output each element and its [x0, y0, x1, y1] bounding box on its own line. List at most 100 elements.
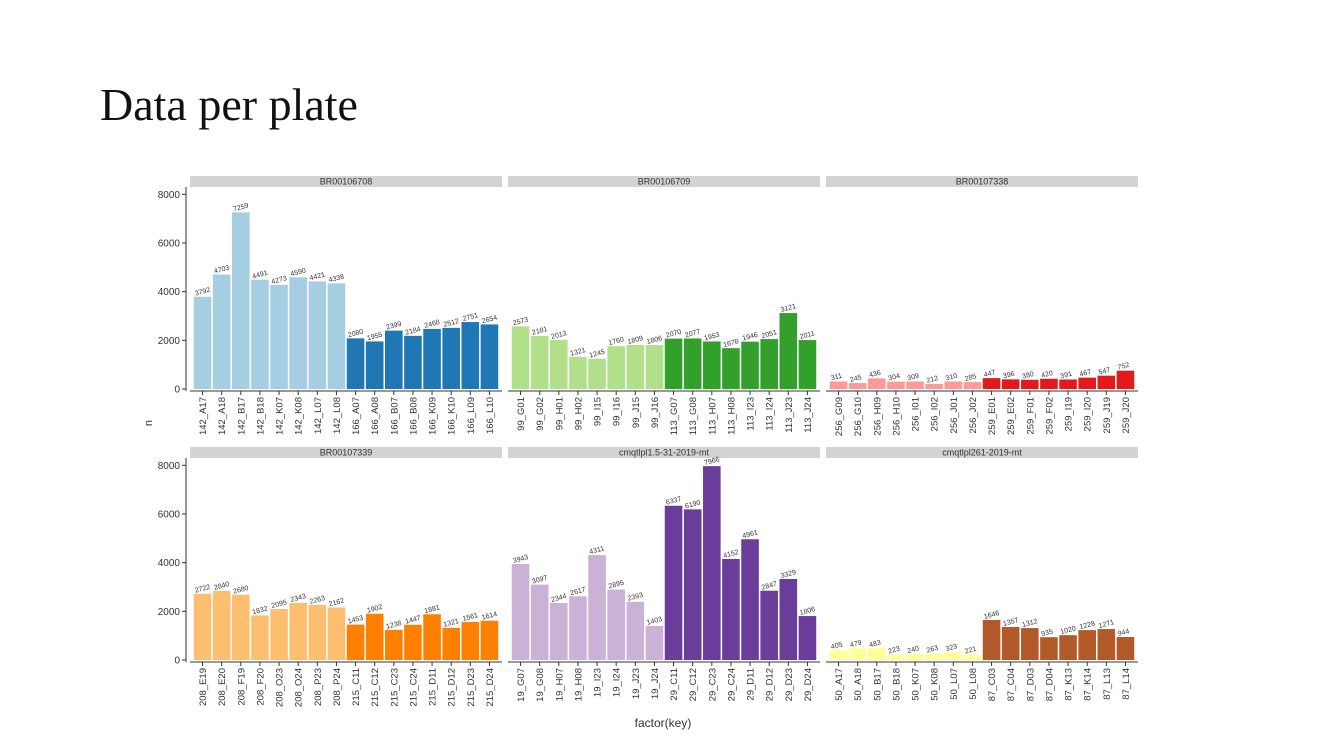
x-tick-label: 166_L10 — [485, 397, 496, 434]
bar — [530, 335, 549, 389]
bar — [887, 654, 905, 660]
bar — [607, 589, 625, 660]
bar — [982, 619, 1001, 660]
bar-value-label: 221 — [964, 646, 977, 656]
bar — [461, 622, 480, 660]
bar — [442, 327, 460, 389]
bar-value-label: 752 — [1117, 362, 1130, 372]
bar — [779, 578, 798, 660]
facet-label: cmqtlpl1.5-31-2019-mt — [619, 448, 710, 458]
bar-value-label: 420 — [1041, 370, 1054, 380]
x-tick-label: 19_H08 — [573, 668, 584, 701]
facet-strip — [190, 447, 502, 458]
bar-value-label: 6190 — [684, 499, 701, 510]
bar — [270, 285, 288, 389]
x-tick-label: 87_K13 — [1064, 668, 1075, 701]
bar — [1001, 626, 1020, 660]
bar — [703, 466, 721, 660]
bar — [480, 324, 499, 389]
x-tick-label: 113_G08 — [688, 397, 699, 435]
bar-value-label: 2344 — [551, 593, 568, 604]
x-tick-label: 50_B17 — [872, 668, 883, 701]
x-tick-label: 19_G08 — [535, 668, 546, 702]
x-tick-label: 99_G01 — [516, 397, 527, 431]
bar-value-label: 1403 — [646, 616, 663, 627]
x-tick-label: 29_D11 — [746, 668, 757, 701]
x-tick-label: 113_I24 — [765, 397, 776, 431]
x-tick-label: 50_L07 — [949, 668, 960, 700]
bar — [588, 555, 606, 660]
x-tick-label: 166_L09 — [466, 397, 477, 434]
bar-value-label: 3097 — [531, 575, 548, 586]
bar-value-label: 1806 — [799, 606, 816, 617]
x-tick-label: 166_K09 — [428, 397, 439, 435]
bar — [193, 593, 212, 660]
x-tick-label: 50_A18 — [853, 668, 864, 701]
x-tick-label: 259_J19 — [1102, 397, 1113, 433]
bar — [289, 277, 307, 389]
bar — [683, 338, 702, 389]
x-tick-label: 259_F02 — [1044, 397, 1055, 435]
bar-value-label: 2080 — [347, 328, 364, 339]
x-tick-label: 19_J23 — [631, 668, 642, 699]
bar-value-label: 447 — [983, 369, 996, 379]
bar-value-label: 4311 — [589, 545, 605, 556]
bar — [925, 653, 943, 660]
bar — [308, 281, 327, 389]
bar-value-label: 405 — [830, 641, 843, 651]
x-tick-label: 215_C11 — [351, 668, 362, 706]
bar — [925, 383, 943, 389]
bar — [626, 601, 645, 660]
x-tick-label: 166_B07 — [389, 397, 400, 435]
facet-label: cmqtlpl261-2019-mt — [942, 448, 1022, 458]
bar — [944, 652, 963, 660]
y-tick-label: 0 — [174, 385, 180, 396]
x-tick-label: 99_I16 — [612, 397, 623, 426]
facet-strip — [508, 176, 820, 187]
bar — [722, 348, 740, 389]
x-tick-label: 256_H10 — [891, 397, 902, 436]
bar — [626, 344, 645, 389]
bar — [232, 212, 250, 389]
x-tick-label: 99_J15 — [631, 397, 642, 428]
bar-value-label: 479 — [849, 639, 862, 649]
bar-value-label: 4703 — [213, 265, 230, 276]
bar — [423, 328, 441, 389]
bar-value-label: 309 — [907, 373, 920, 383]
bar-value-label: 1614 — [481, 611, 498, 622]
x-tick-label: 29_C23 — [707, 668, 718, 701]
bar — [511, 564, 530, 660]
bar-value-label: 1228 — [1079, 620, 1096, 631]
x-tick-label: 87_K14 — [1083, 668, 1094, 701]
x-tick-label: 87_D03 — [1025, 668, 1036, 701]
bar-value-label: 1832 — [252, 606, 269, 617]
bar-value-label: 2468 — [424, 319, 441, 330]
bar — [664, 505, 683, 660]
x-tick-label: 208_O24 — [294, 668, 305, 707]
bar-value-label: 1238 — [386, 620, 403, 631]
bar-value-label: 2077 — [684, 329, 701, 340]
bar-value-label: 935 — [1041, 628, 1054, 638]
x-tick-label: 29_C12 — [688, 668, 699, 701]
x-tick-label: 166_A07 — [351, 397, 362, 435]
bar-value-label: 2070 — [665, 329, 682, 340]
bar-value-label: 1561 — [462, 612, 479, 623]
x-tick-label: 166_A08 — [370, 397, 381, 435]
x-tick-label: 215_D11 — [428, 668, 439, 706]
x-tick-label: 29_C24 — [726, 668, 737, 701]
y-tick-label: 8000 — [158, 190, 181, 201]
x-tick-label: 208_F19 — [236, 668, 247, 706]
bar — [906, 381, 924, 389]
bar — [1040, 637, 1058, 660]
bar — [645, 345, 664, 389]
bar — [1078, 377, 1096, 389]
bar — [1078, 630, 1096, 660]
bar — [308, 604, 327, 660]
bar-value-label: 1321 — [443, 618, 460, 629]
bar-value-label: 4338 — [328, 274, 345, 285]
x-tick-label: 259_E02 — [1006, 397, 1017, 435]
bar — [404, 624, 422, 660]
x-tick-label: 50_B18 — [891, 668, 902, 701]
x-tick-label: 99_G02 — [535, 397, 546, 431]
x-tick-label: 99_H01 — [554, 397, 565, 430]
